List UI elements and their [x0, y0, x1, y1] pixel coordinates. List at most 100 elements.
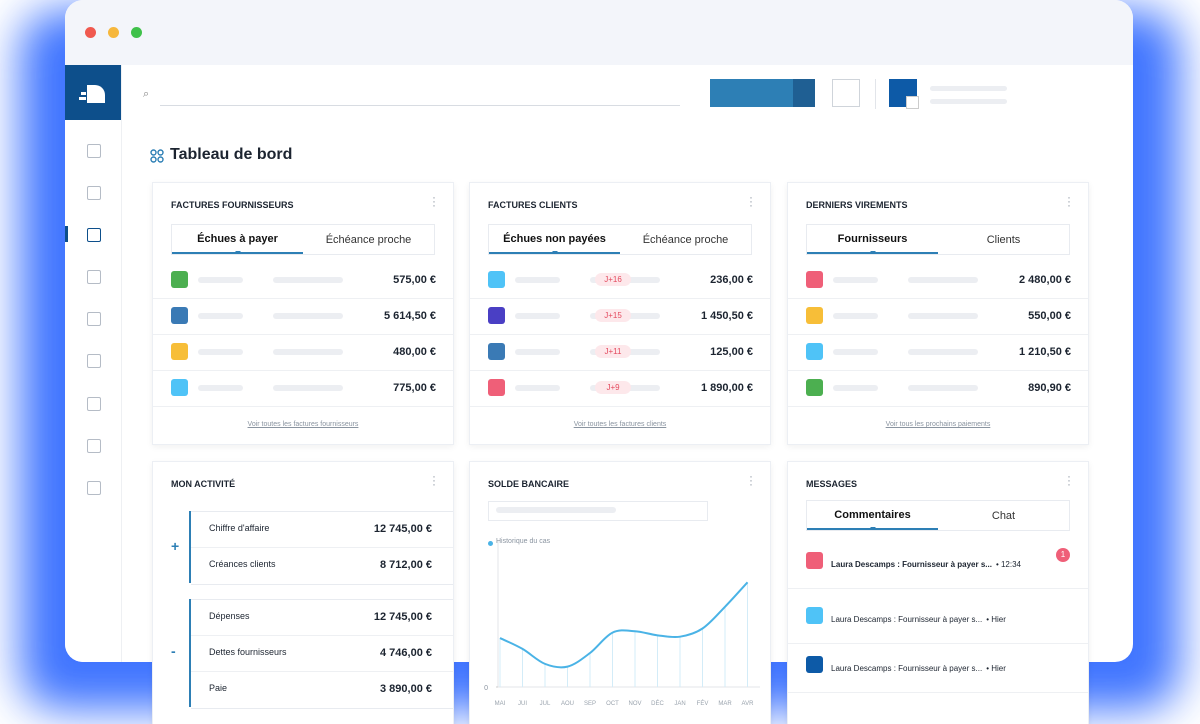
max-dot[interactable] — [131, 27, 142, 38]
amount: 1 890,00 € — [701, 382, 753, 394]
tab[interactable]: Clients — [986, 233, 1021, 246]
amount: 5 614,50 € — [384, 310, 436, 322]
page-title: Tableau de bord — [170, 146, 293, 163]
color-square — [806, 552, 823, 569]
card-title: MESSAGES — [806, 479, 858, 489]
x-tick-label: JUL — [540, 701, 551, 707]
amount: 575,00 € — [393, 274, 436, 286]
tab[interactable]: Échéance proche — [325, 233, 412, 246]
row-separator — [153, 370, 453, 371]
sidebar-icon[interactable] — [87, 270, 101, 284]
placeholder — [273, 385, 343, 391]
unread-badge: 1 — [1056, 548, 1070, 562]
placeholder — [515, 313, 560, 319]
activity-amount: 3 890,00 € — [380, 683, 432, 695]
card-title: FACTURES FOURNISSEURS — [171, 200, 294, 210]
tab[interactable]: Chat — [991, 509, 1016, 522]
amount: 1 210,50 € — [1019, 346, 1071, 358]
menu-dots[interactable]: · · · — [432, 190, 436, 212]
color-square — [171, 271, 188, 288]
sidebar-icon[interactable] — [87, 481, 101, 495]
activity-amount: 12 745,00 € — [373, 611, 432, 623]
sidebar-icon[interactable] — [87, 186, 101, 200]
menu-dots[interactable]: · · · — [1067, 190, 1071, 212]
tab[interactable]: Échues à payer — [172, 225, 303, 254]
menu-dots[interactable]: · · · — [1067, 469, 1071, 491]
search-field[interactable] — [160, 105, 680, 106]
placeholder — [515, 385, 560, 391]
placeholder — [908, 385, 978, 391]
menu-dots[interactable]: · · · — [749, 469, 753, 491]
close-dot[interactable] — [85, 27, 96, 38]
group-line — [189, 511, 191, 583]
legend-dot — [488, 541, 493, 546]
message-text: Laura Descamps : Fournisseur à payer s..… — [831, 615, 983, 624]
avatar[interactable] — [889, 79, 919, 109]
row-separator — [788, 643, 1088, 644]
menu-dots[interactable]: · · · — [432, 469, 436, 491]
color-square — [171, 307, 188, 324]
activity-label: Dettes fournisseurs — [209, 647, 287, 657]
user-line — [930, 99, 1007, 104]
x-tick-label: NOV — [628, 701, 641, 707]
sidebar-icon[interactable] — [87, 439, 101, 453]
color-square — [806, 271, 823, 288]
placeholder — [198, 277, 243, 283]
sidebar-icon[interactable] — [87, 312, 101, 326]
activity-amount: 12 745,00 € — [373, 523, 432, 535]
row-separator — [788, 334, 1088, 335]
sidebar-icon[interactable] — [87, 354, 101, 368]
tab[interactable]: Échues non payées — [489, 225, 620, 254]
group-frame — [191, 511, 453, 585]
activity-label: Dépenses — [209, 611, 250, 621]
row-separator — [470, 370, 770, 371]
due-badge: J+15 — [595, 309, 631, 322]
row-separator — [788, 692, 1088, 693]
message-time: • Hier — [986, 615, 1006, 624]
tab[interactable]: Échéance proche — [642, 233, 729, 246]
row-separator — [788, 588, 1088, 589]
color-square — [171, 379, 188, 396]
amount: 2 480,00 € — [1019, 274, 1071, 286]
x-tick-label: AOU — [561, 701, 574, 707]
group-sign: + — [171, 538, 180, 554]
message-text: Laura Descamps : Fournisseur à payer s..… — [831, 664, 983, 673]
period-select[interactable] — [488, 501, 708, 521]
card: DERNIERS VIREMENTS · · · Fournisseurs Clients… — [787, 182, 1089, 445]
placeholder — [833, 313, 878, 319]
amount: 125,00 € — [710, 346, 753, 358]
placeholder — [833, 277, 878, 283]
logo[interactable] — [65, 65, 121, 120]
message[interactable]: Laura Descamps : Fournisseur à payer s..… — [831, 615, 1006, 624]
sidebar-icon[interactable] — [87, 144, 101, 158]
menu-dots[interactable]: · · · — [749, 190, 753, 212]
message[interactable]: Laura Descamps : Fournisseur à payer s..… — [831, 560, 1021, 569]
placeholder — [833, 349, 878, 355]
tab[interactable]: Fournisseurs — [807, 225, 938, 254]
tab[interactable]: Commentaires — [807, 501, 938, 530]
x-tick-label: DÉC — [651, 700, 664, 707]
action-button[interactable] — [710, 79, 815, 107]
tabs: Échues non payées Échéance proche — [488, 224, 752, 255]
card: SOLDE BANCAIRE · · · Historique du cas 0 MAI JU… — [469, 461, 771, 724]
placeholder — [198, 385, 243, 391]
sidebar-icon[interactable] — [87, 397, 101, 411]
see-all-link[interactable]: Voir toutes les factures clients — [573, 421, 667, 428]
message[interactable]: Laura Descamps : Fournisseur à payer s..… — [831, 664, 1006, 673]
min-dot[interactable] — [108, 27, 119, 38]
row-separator — [153, 298, 453, 299]
sidebar-icon[interactable] — [87, 228, 101, 242]
avatar-badge — [906, 96, 919, 109]
chart: 0 MAI JUI JUL AOU SEP OCT NOV DÉC JAN FÉV MAR AVR — [484, 541, 760, 707]
square-button[interactable] — [832, 79, 860, 107]
amount: 1 450,50 € — [701, 310, 753, 322]
see-all-link[interactable]: Voir tous les prochains paiements — [885, 421, 991, 428]
due-badge: J+11 — [595, 345, 631, 358]
see-all-link[interactable]: Voir toutes les factures fournisseurs — [247, 421, 359, 428]
sidebar — [65, 65, 122, 662]
group-frame — [191, 599, 453, 709]
card-title: SOLDE BANCAIRE — [488, 479, 570, 489]
logo-icon — [79, 85, 105, 103]
card-title: FACTURES CLIENTS — [488, 200, 578, 210]
line-series — [499, 581, 749, 669]
